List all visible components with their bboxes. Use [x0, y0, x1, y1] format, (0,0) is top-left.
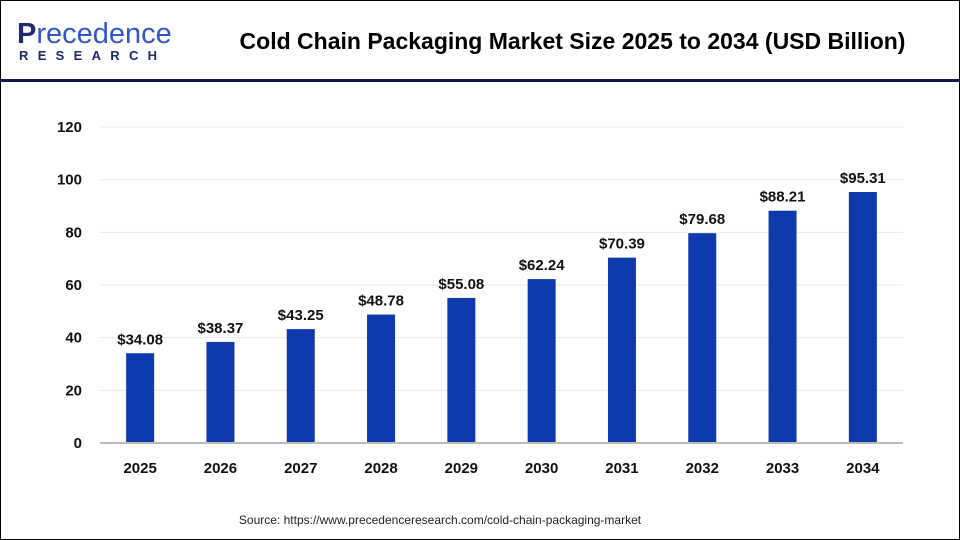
bar-2033	[768, 210, 797, 443]
precedence-research-logo: Precedence RESEARCH	[17, 20, 172, 64]
header-divider	[0, 79, 960, 82]
bar-2025	[126, 353, 155, 443]
chart-title: Cold Chain Packaging Market Size 2025 to…	[239, 28, 906, 54]
bar-2026	[206, 341, 235, 443]
x-tick-label: 2032	[686, 460, 719, 477]
bar-2028	[367, 314, 396, 443]
logo-line2: RESEARCH	[19, 48, 167, 63]
x-tick-label: 2028	[364, 460, 397, 477]
bar-2029	[447, 297, 476, 443]
data-label: $88.21	[760, 189, 806, 206]
bar-2027	[286, 329, 315, 443]
x-tick-label: 2031	[605, 460, 638, 477]
y-tick-label: 120	[57, 119, 82, 136]
x-tick-label: 2033	[766, 460, 799, 477]
x-tick-label: 2034	[846, 460, 880, 477]
bar-2030	[527, 279, 556, 443]
data-label: $43.25	[278, 307, 324, 324]
y-tick-label: 60	[65, 277, 82, 294]
x-tick-label: 2029	[445, 460, 478, 477]
y-tick-label: 40	[65, 330, 82, 347]
bar-2031	[607, 257, 636, 443]
x-tick-label: 2030	[525, 460, 558, 477]
data-label: $55.08	[438, 276, 484, 293]
x-tick-label: 2025	[123, 460, 156, 477]
y-tick-label: 100	[57, 172, 82, 189]
logo-line1: Precedence	[17, 18, 172, 50]
y-tick-label: 0	[74, 435, 82, 452]
bar-2032	[688, 233, 717, 443]
source-text: Source: https://www.precedenceresearch.c…	[238, 513, 642, 527]
data-label: $62.24	[519, 257, 566, 274]
data-label: $34.08	[117, 331, 163, 348]
data-label: $38.37	[198, 320, 244, 337]
x-tick-label: 2026	[204, 460, 237, 477]
x-tick-label: 2027	[284, 460, 317, 477]
y-tick-label: 80	[65, 224, 82, 241]
data-label: $95.31	[840, 170, 886, 187]
y-tick-label: 20	[65, 382, 82, 399]
data-label: $48.78	[358, 293, 404, 310]
bar-2034	[848, 192, 877, 443]
data-label: $70.39	[599, 236, 645, 253]
data-label: $79.68	[679, 211, 725, 228]
